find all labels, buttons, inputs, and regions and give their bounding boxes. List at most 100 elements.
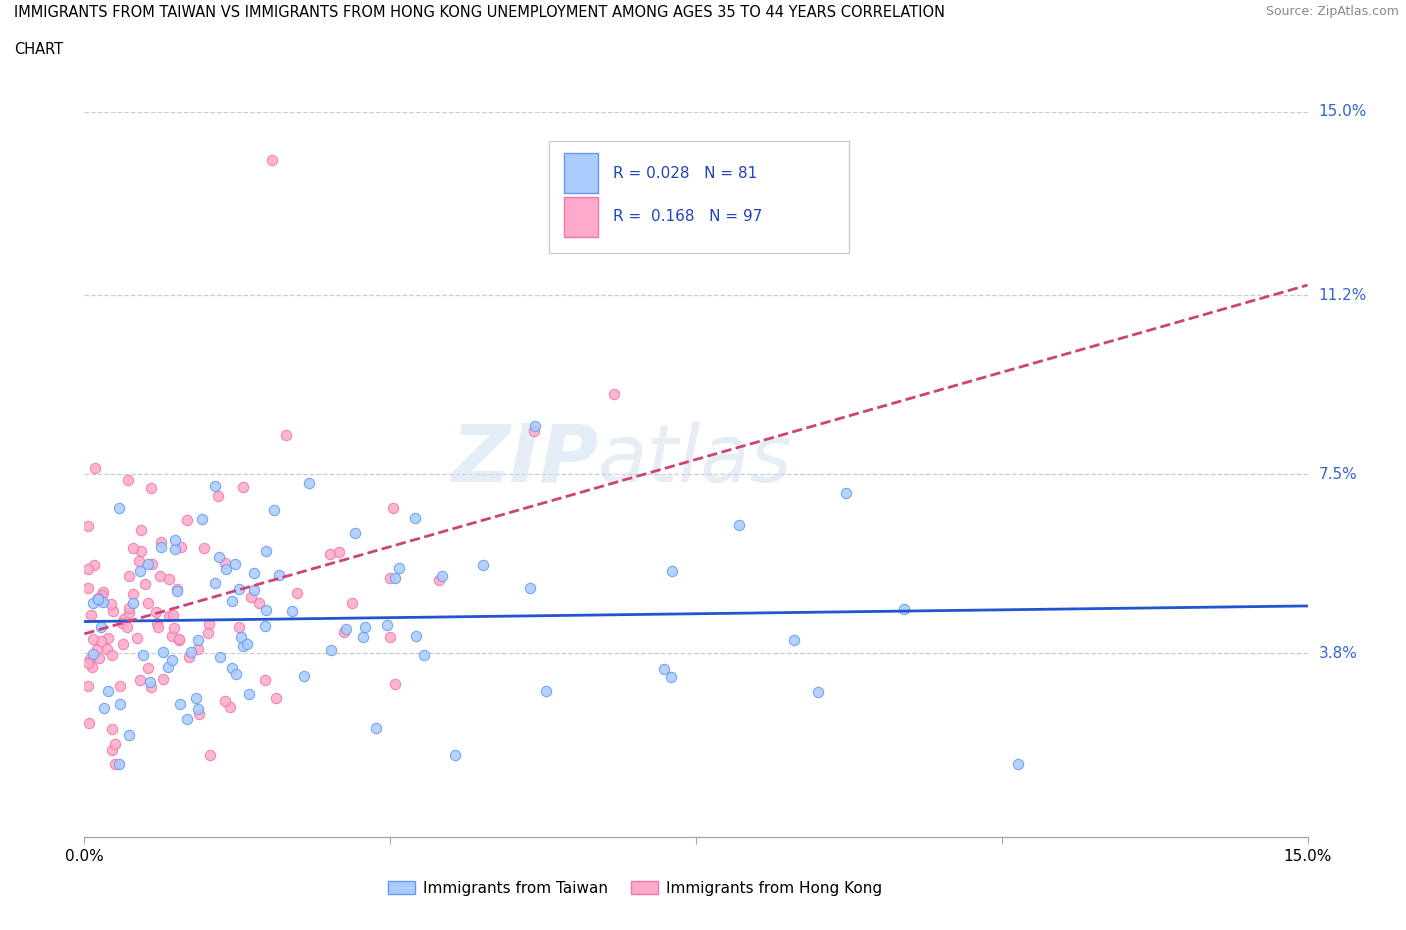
Point bbox=[87, 591, 110, 605]
Point bbox=[157, 571, 180, 586]
Point bbox=[107, 500, 129, 515]
Point bbox=[129, 564, 152, 578]
Point bbox=[122, 587, 145, 602]
Text: ZIP: ZIP bbox=[451, 420, 598, 498]
Point bbox=[163, 533, 186, 548]
Point bbox=[152, 644, 174, 659]
Point bbox=[139, 675, 162, 690]
Point bbox=[80, 607, 103, 622]
Point bbox=[176, 512, 198, 527]
Point bbox=[141, 557, 163, 572]
Point bbox=[128, 673, 150, 688]
Point bbox=[207, 550, 229, 565]
Point bbox=[204, 479, 226, 494]
Point bbox=[228, 620, 250, 635]
Text: 11.2%: 11.2% bbox=[1319, 288, 1367, 303]
Point bbox=[405, 629, 427, 644]
Point bbox=[108, 757, 131, 772]
Point bbox=[186, 701, 208, 716]
Text: R = 0.028   N = 81: R = 0.028 N = 81 bbox=[613, 166, 756, 180]
Point bbox=[247, 595, 270, 610]
Point bbox=[149, 569, 172, 584]
Point bbox=[145, 616, 167, 631]
Point bbox=[239, 590, 262, 604]
Point bbox=[90, 619, 112, 634]
Point bbox=[163, 542, 186, 557]
Point bbox=[87, 650, 110, 665]
Point bbox=[471, 557, 494, 572]
Point bbox=[166, 583, 188, 598]
Point bbox=[328, 544, 350, 559]
Point bbox=[238, 687, 260, 702]
Point bbox=[152, 672, 174, 687]
Point bbox=[254, 618, 277, 633]
Point bbox=[77, 656, 100, 671]
Point bbox=[343, 525, 366, 540]
Point bbox=[652, 661, 675, 676]
Point bbox=[267, 568, 290, 583]
Point bbox=[834, 485, 856, 500]
Point bbox=[104, 757, 127, 772]
Point bbox=[214, 555, 236, 570]
Point bbox=[87, 593, 110, 608]
Point bbox=[413, 647, 436, 662]
Point bbox=[184, 691, 207, 706]
Point bbox=[128, 553, 150, 568]
Point bbox=[380, 630, 402, 644]
Point bbox=[145, 604, 167, 619]
Point bbox=[86, 591, 108, 606]
Point bbox=[443, 748, 465, 763]
Point bbox=[136, 660, 159, 675]
Point bbox=[180, 644, 202, 659]
Point bbox=[207, 489, 229, 504]
Point bbox=[266, 690, 288, 705]
Point bbox=[232, 639, 254, 654]
Point bbox=[340, 596, 363, 611]
Point bbox=[122, 595, 145, 610]
Point bbox=[134, 577, 156, 591]
Point bbox=[115, 619, 138, 634]
Point bbox=[298, 475, 321, 490]
Point bbox=[100, 742, 122, 757]
Point bbox=[364, 721, 387, 736]
Point bbox=[138, 556, 160, 571]
Point bbox=[236, 637, 259, 652]
Point bbox=[100, 648, 122, 663]
Point bbox=[519, 580, 541, 595]
Point bbox=[110, 697, 132, 711]
Point bbox=[229, 629, 252, 644]
Point bbox=[127, 631, 149, 645]
Point bbox=[209, 649, 232, 664]
Point bbox=[170, 539, 193, 554]
Point bbox=[83, 460, 105, 475]
Point bbox=[149, 535, 172, 550]
Point bbox=[103, 604, 125, 618]
Point bbox=[228, 582, 250, 597]
Point bbox=[728, 517, 751, 532]
Point bbox=[260, 153, 283, 167]
Point bbox=[167, 632, 190, 647]
Point bbox=[104, 737, 127, 751]
Point bbox=[82, 631, 104, 646]
Point bbox=[384, 570, 406, 585]
Point bbox=[659, 670, 682, 684]
Point bbox=[198, 617, 221, 631]
Point bbox=[156, 659, 179, 674]
Point bbox=[118, 605, 141, 620]
Point bbox=[190, 512, 212, 526]
Point bbox=[384, 677, 406, 692]
Point bbox=[221, 660, 243, 675]
Point bbox=[162, 607, 184, 622]
Point bbox=[224, 556, 246, 571]
Point bbox=[432, 569, 454, 584]
Point bbox=[77, 715, 100, 730]
Point bbox=[176, 711, 198, 726]
Point bbox=[534, 684, 557, 698]
Text: 15.0%: 15.0% bbox=[1319, 104, 1367, 119]
Point bbox=[186, 641, 208, 656]
Point bbox=[139, 480, 162, 495]
Point bbox=[82, 595, 104, 610]
Point bbox=[197, 626, 219, 641]
Point bbox=[101, 722, 124, 737]
Point bbox=[1007, 757, 1029, 772]
